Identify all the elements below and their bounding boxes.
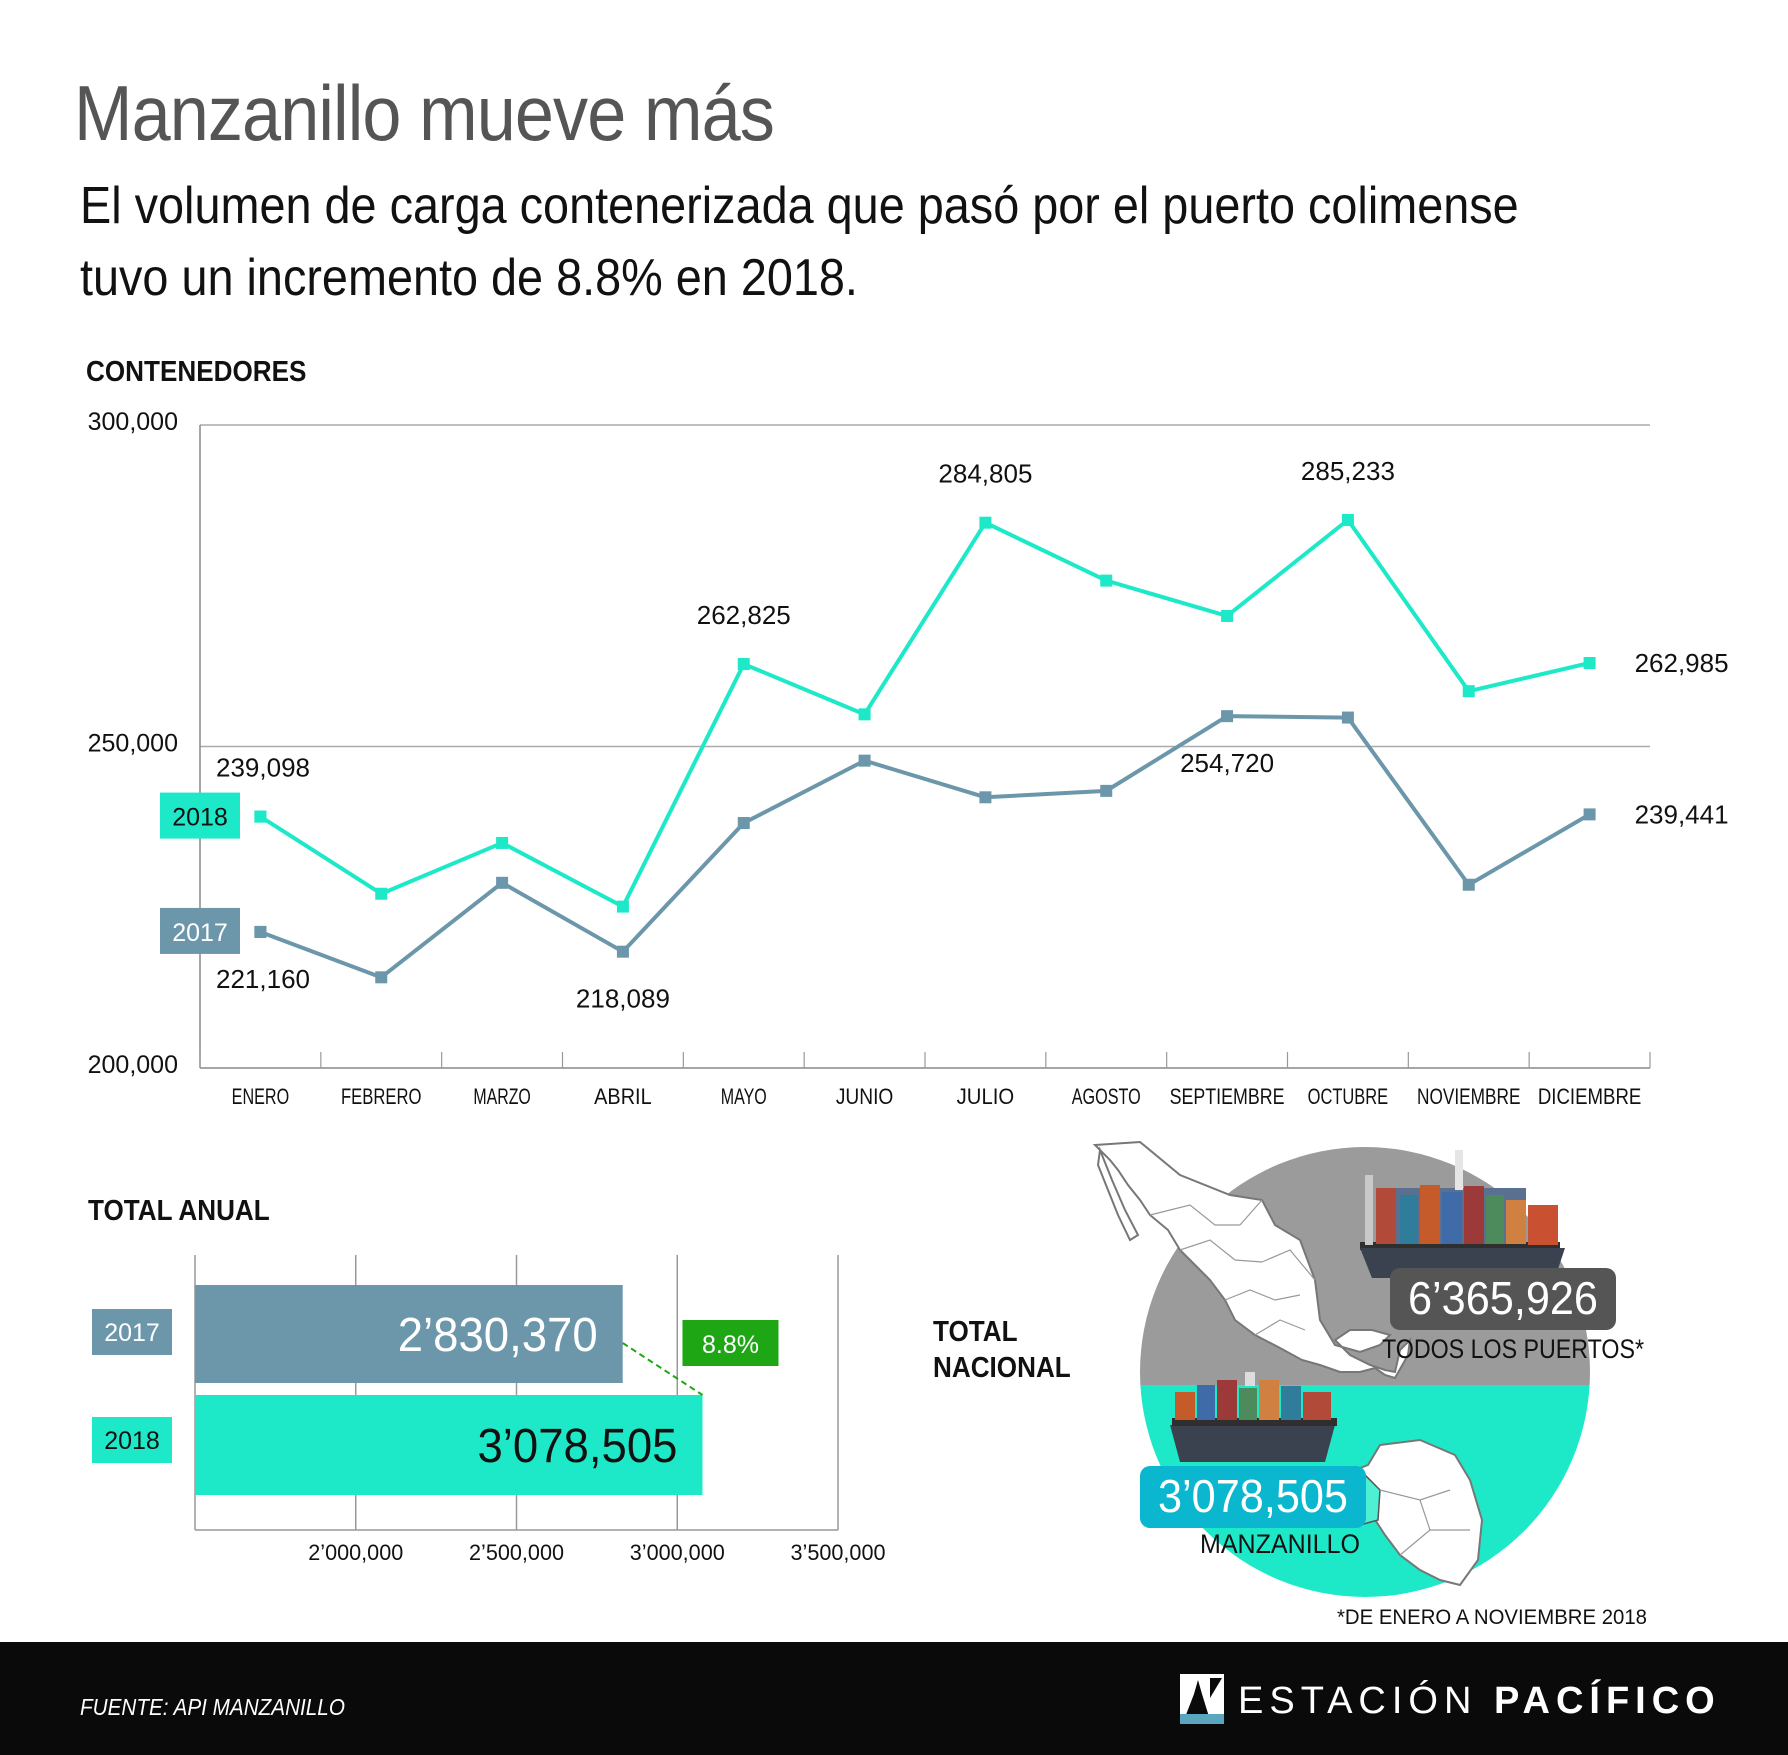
growth-badge [682, 1320, 779, 1366]
data-label: 239,441 [1635, 799, 1729, 829]
national-infographic: 6’365,926 TODOS LOS PUERTOS* 3’078,505 M… [1092, 1140, 1647, 1629]
data-point-2018 [254, 810, 267, 823]
estacion-pacifico-logo-icon [1180, 1674, 1224, 1724]
bar-category-label: 2018 [104, 1427, 160, 1455]
series-label-box-2018 [160, 792, 240, 839]
data-point-2017 [254, 925, 267, 938]
x-tick-label: SEPTIEMBRE [1170, 1084, 1285, 1109]
data-point-2017 [1341, 711, 1354, 724]
page-title: Manzanillo mueve más [74, 69, 775, 157]
data-point-2018 [616, 900, 629, 913]
data-point-2018 [979, 516, 992, 529]
bar-chart-title: TOTAL ANUAL [88, 1195, 270, 1227]
data-label: 218,089 [576, 984, 670, 1014]
x-tick-label: ENERO [232, 1084, 290, 1109]
data-label: 285,233 [1301, 456, 1395, 486]
data-point-2018 [1221, 609, 1234, 622]
data-point-2018 [737, 658, 750, 671]
series-line-2017 [259, 714, 1591, 980]
subtitle-line-1: El volumen de carga contenerizada que pa… [80, 177, 1519, 235]
line-chart-title: CONTENEDORES [86, 356, 307, 388]
x-tick-label: 2’500,000 [469, 1540, 564, 1565]
series-label-box-2017 [160, 907, 240, 954]
monthly-line-chart: 200,000 250,000 300,000 ENERO FEBRERO MARZO AB… [88, 408, 1729, 1109]
data-point-2018 [1341, 513, 1354, 526]
x-tick-label: AGOSTO [1072, 1084, 1141, 1109]
series-label-2017: 2017 [172, 919, 228, 947]
data-label: 262,985 [1635, 648, 1729, 678]
bar-value-label: 3’078,505 [477, 1420, 677, 1473]
y-tick-label: 250,000 [88, 730, 178, 758]
data-label: 239,098 [216, 753, 310, 783]
mexico-map-icon [1092, 1140, 1412, 1380]
source-note: FUENTE: API MANZANILLO [80, 1694, 345, 1720]
manzanillo-label: MANZANILLO [1200, 1529, 1360, 1559]
national-title-line2: NACIONAL [933, 1352, 1071, 1384]
cargo-ship-icon-bottom [1170, 1372, 1337, 1462]
data-label: 221,160 [216, 964, 310, 994]
data-point-2018 [375, 887, 388, 900]
data-point-2017 [616, 945, 629, 958]
data-point-2017 [496, 876, 509, 889]
x-tick-label: 2’000,000 [308, 1540, 403, 1565]
data-point-2018 [1100, 574, 1113, 587]
manzanillo-value: 3’078,505 [1158, 1470, 1348, 1522]
annual-bar-chart: 2’000,000 2’500,000 3’000,000 3’500,000 2’83… [92, 1255, 886, 1565]
subtitle-line-2: tuvo un incremento de 8.8% en 2018. [80, 249, 858, 307]
brand-name: ESTACIÓN PACÍFICO [1238, 1680, 1721, 1723]
bar-category-box-2018 [92, 1417, 172, 1463]
data-point-2017 [1462, 878, 1475, 891]
series-label-2018: 2018 [172, 804, 228, 832]
all-ports-badge [1390, 1268, 1616, 1330]
x-tick-label: FEBRERO [341, 1084, 422, 1109]
bar-category-box-2017 [92, 1309, 172, 1355]
bar-category-label: 2017 [104, 1319, 160, 1347]
x-tick-label: MARZO [473, 1084, 531, 1109]
x-tick-label: DICIEMBRE [1538, 1084, 1642, 1109]
growth-badge-label: 8.8% [702, 1331, 759, 1359]
y-tick-label: 300,000 [88, 408, 178, 436]
data-point-2018 [1462, 685, 1475, 698]
mexico-states-lines [1149, 1199, 1316, 1336]
data-point-2018 [858, 708, 871, 721]
data-label: 254,720 [1180, 748, 1274, 778]
bar-value-label: 2’830,370 [398, 1309, 598, 1362]
data-point-2017 [979, 791, 992, 804]
all-ports-value: 6’365,926 [1408, 1272, 1598, 1324]
data-point-2017 [1100, 784, 1113, 797]
data-point-2017 [858, 754, 871, 767]
brand-name-light: ESTACIÓN [1238, 1680, 1478, 1722]
footer-bar: FUENTE: API MANZANILLO ESTACIÓN PACÍFICO [0, 1642, 1788, 1755]
growth-connector [622, 1342, 704, 1396]
national-title-line1: TOTAL [933, 1316, 1018, 1348]
data-point-2017 [1221, 710, 1234, 723]
data-point-2017 [1583, 808, 1596, 821]
national-footnote: *DE ENERO A NOVIEMBRE 2018 [1337, 1606, 1647, 1629]
bar-2017 [195, 1285, 623, 1383]
data-label: 284,805 [938, 459, 1032, 489]
x-tick-label: OCTUBRE [1308, 1084, 1389, 1109]
x-tick-label: 3’500,000 [791, 1540, 886, 1565]
manzanillo-badge [1140, 1466, 1366, 1528]
data-label: 262,825 [697, 600, 791, 630]
data-point-2018 [1583, 657, 1596, 670]
bar-2018 [195, 1395, 703, 1495]
data-point-2018 [496, 836, 509, 849]
data-point-2017 [737, 817, 750, 830]
series-line-2018 [259, 517, 1591, 909]
x-tick-label: NOVIEMBRE [1417, 1084, 1521, 1109]
y-tick-label: 200,000 [88, 1051, 178, 1079]
colima-region-lines [1379, 1489, 1470, 1556]
x-tick-label: JUNIO [836, 1084, 894, 1109]
data-point-2017 [375, 971, 388, 984]
brand-name-bold: PACÍFICO [1494, 1680, 1721, 1722]
x-tick-label: 3’000,000 [630, 1540, 725, 1565]
x-tick-label: MAYO [721, 1084, 767, 1109]
x-tick-label: JULIO [957, 1084, 1015, 1109]
x-tick-label: ABRIL [594, 1084, 652, 1109]
all-ports-label: TODOS LOS PUERTOS* [1382, 1334, 1644, 1364]
